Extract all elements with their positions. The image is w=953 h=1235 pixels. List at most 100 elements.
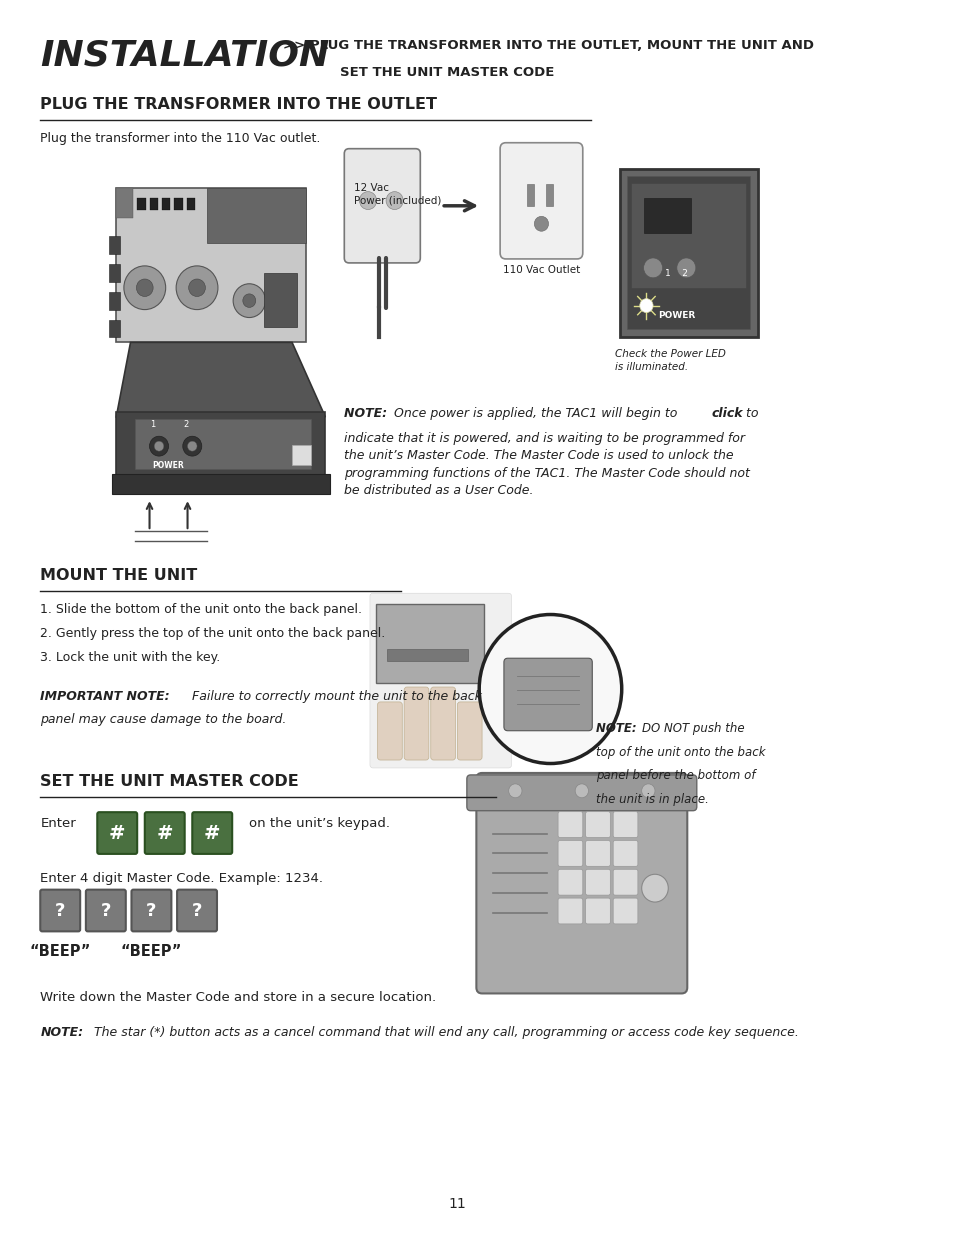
Text: indicate that it is powered, and is waiting to be programmed for
the unit’s Mast: indicate that it is powered, and is wait… [344,432,749,498]
FancyBboxPatch shape [476,773,686,993]
Bar [627,177,749,330]
Text: MOUNT THE UNIT: MOUNT THE UNIT [40,568,197,583]
Bar [545,184,553,206]
FancyBboxPatch shape [132,889,172,931]
Text: 12 Vac
Power (included): 12 Vac Power (included) [354,184,440,206]
Text: #: # [109,824,126,842]
Circle shape [641,784,655,798]
Text: ?: ? [55,902,66,920]
Text: SET THE UNIT MASTER CODE: SET THE UNIT MASTER CODE [40,774,298,789]
FancyBboxPatch shape [344,148,420,263]
Circle shape [478,615,621,763]
FancyBboxPatch shape [585,869,610,895]
Bar [174,199,183,210]
Text: panel may cause damage to the board.: panel may cause damage to the board. [40,714,286,726]
Circle shape [154,441,164,451]
Bar [206,189,306,243]
FancyBboxPatch shape [585,898,610,924]
Bar [162,199,171,210]
Bar [137,199,146,210]
FancyBboxPatch shape [613,898,638,924]
FancyBboxPatch shape [375,604,483,683]
Circle shape [639,299,653,312]
Text: Enter 4 digit Master Code. Example: 1234.: Enter 4 digit Master Code. Example: 1234… [40,872,323,884]
Text: PLUG THE TRANSFORMER INTO THE OUTLET: PLUG THE TRANSFORMER INTO THE OUTLET [40,96,436,111]
Text: #: # [156,824,172,842]
Text: POWER: POWER [152,462,184,471]
Text: Plug the transformer into the 110 Vac outlet.: Plug the transformer into the 110 Vac ou… [40,132,320,144]
Text: IMPORTANT NOTE:: IMPORTANT NOTE: [40,689,170,703]
Circle shape [150,436,169,456]
FancyBboxPatch shape [558,811,582,837]
Circle shape [233,284,265,317]
Text: #: # [204,824,220,842]
FancyBboxPatch shape [404,687,429,760]
Text: INSTALLATION: INSTALLATION [40,40,329,73]
Text: ?: ? [192,902,202,920]
FancyBboxPatch shape [499,143,582,259]
FancyBboxPatch shape [377,701,402,760]
Bar [643,199,690,233]
Bar [112,474,330,494]
FancyBboxPatch shape [466,774,696,810]
Text: 2: 2 [183,420,188,429]
Text: 110 Vac Outlet: 110 Vac Outlet [502,264,579,275]
Bar [135,419,311,468]
Text: Write down the Master Code and store in a secure location.: Write down the Master Code and store in … [40,990,436,1004]
FancyBboxPatch shape [370,593,511,768]
FancyBboxPatch shape [585,841,610,866]
Bar [116,189,306,342]
Bar [187,199,195,210]
Text: “BEEP”: “BEEP” [121,945,182,960]
Circle shape [243,294,255,308]
Text: top of the unit onto the back: top of the unit onto the back [596,746,764,758]
Bar [109,291,120,310]
Text: The star (*) button acts as a cancel command that will end any call, programming: The star (*) button acts as a cancel com… [90,1026,798,1039]
Text: 2. Gently press the top of the unit onto the back panel.: 2. Gently press the top of the unit onto… [40,627,385,640]
FancyBboxPatch shape [193,813,232,853]
Bar [292,445,311,464]
FancyBboxPatch shape [97,813,137,853]
Text: POWER: POWER [658,311,695,320]
FancyBboxPatch shape [558,898,582,924]
FancyBboxPatch shape [145,813,185,853]
Text: 11: 11 [448,1197,466,1212]
Circle shape [188,441,197,451]
Text: NOTE:: NOTE: [40,1026,83,1039]
Circle shape [676,258,695,278]
Bar [387,648,467,661]
Text: Enter: Enter [40,818,76,830]
Text: 1. Slide the bottom of the unit onto the back panel.: 1. Slide the bottom of the unit onto the… [40,603,362,616]
FancyBboxPatch shape [86,889,126,931]
Text: NOTE:: NOTE: [344,406,392,420]
Bar [109,236,120,254]
Text: to: to [741,406,758,420]
Text: on the unit’s keypad.: on the unit’s keypad. [249,818,390,830]
Circle shape [575,784,588,798]
Circle shape [508,784,521,798]
Circle shape [136,279,153,296]
Bar [116,412,325,477]
Text: SET THE UNIT MASTER CODE: SET THE UNIT MASTER CODE [339,65,554,79]
Bar [526,184,534,206]
Circle shape [641,874,668,902]
FancyBboxPatch shape [613,869,638,895]
Text: ?: ? [146,902,156,920]
Text: Check the Power LED
is illuminated.: Check the Power LED is illuminated. [615,350,725,372]
FancyBboxPatch shape [619,168,757,337]
FancyBboxPatch shape [558,869,582,895]
Text: >> PLUG THE TRANSFORMER INTO THE OUTLET, MOUNT THE UNIT AND: >> PLUG THE TRANSFORMER INTO THE OUTLET,… [282,40,813,52]
Bar [263,273,296,327]
Text: 1: 1 [150,420,154,429]
Circle shape [386,191,403,210]
Bar [109,264,120,282]
Polygon shape [116,342,325,417]
FancyBboxPatch shape [613,841,638,866]
FancyBboxPatch shape [585,811,610,837]
Bar [631,184,745,288]
Circle shape [189,279,205,296]
Circle shape [643,258,662,278]
Text: Failure to correctly mount the unit to the back: Failure to correctly mount the unit to t… [188,689,481,703]
Bar [116,189,133,219]
Text: Once power is applied, the TAC1 will begin to: Once power is applied, the TAC1 will beg… [394,406,680,420]
